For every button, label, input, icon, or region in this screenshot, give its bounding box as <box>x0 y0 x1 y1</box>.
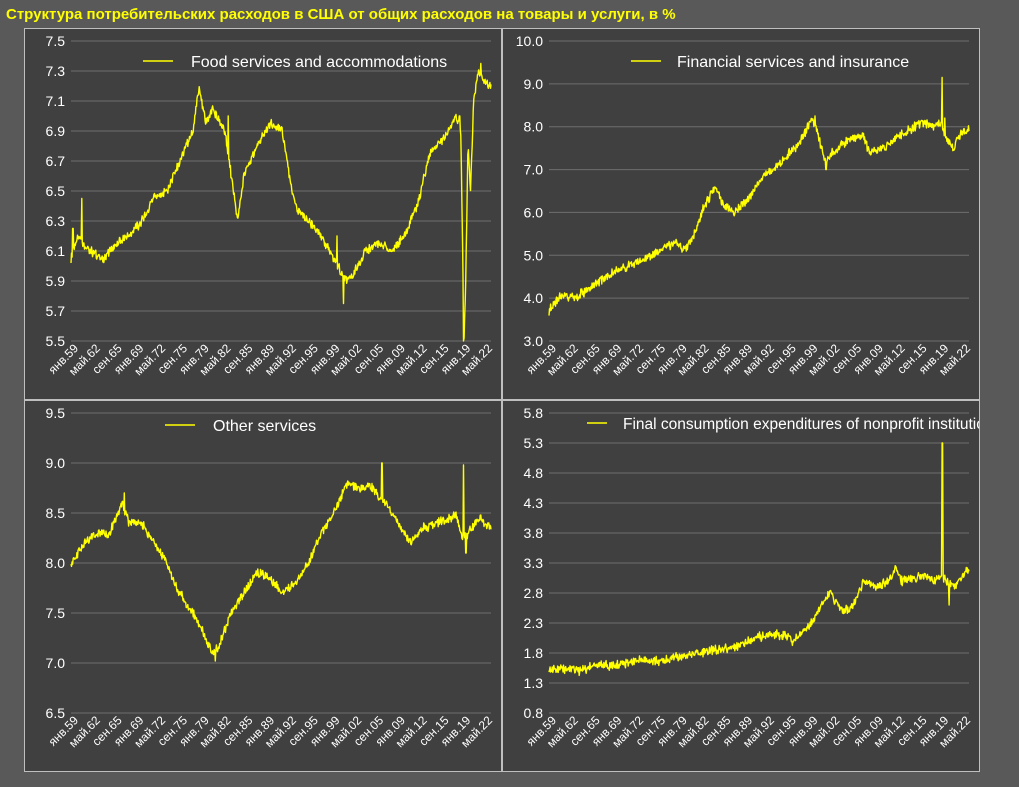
y-tick-label: 5.0 <box>524 247 544 263</box>
chart-title: Структура потребительских расходов в США… <box>6 6 676 23</box>
y-tick-label: 4.3 <box>524 495 544 511</box>
y-tick-label: 3.8 <box>524 525 544 541</box>
legend: Final consumption expenditures of nonpro… <box>587 416 979 433</box>
y-tick-label: 5.8 <box>524 405 544 421</box>
series-line <box>70 62 492 342</box>
chart-panel-other-services: 9.5 9.0 8.5 8.0 7.5 7.0 6.5 янв.59 май.62 сен.65… <box>24 400 502 772</box>
y-tick-label: 9.5 <box>46 405 66 421</box>
y-tick-label: 4.8 <box>524 465 544 481</box>
y-tick-label: 1.3 <box>524 675 544 691</box>
y-tick-label: 9.0 <box>524 76 544 92</box>
y-tick-label: 5.7 <box>46 303 66 319</box>
y-tick-label: 4.0 <box>524 290 544 306</box>
y-tick-label: 8.0 <box>46 555 66 571</box>
legend: Food services and accommodations <box>143 54 447 71</box>
y-tick-label: 5.9 <box>46 273 66 289</box>
series-line <box>70 462 492 662</box>
y-tick-label: 8.0 <box>524 119 544 135</box>
chart-panel-food-services: 7.5 7.3 7.1 6.9 6.7 6.5 6.3 6.1 5.9 5.7 5.5 янв.59… <box>24 28 502 400</box>
chart-other-services: 9.59.08.58.07.57.06.5 янв.59май.62сен.65… <box>46 405 496 750</box>
y-tick-label: 7.5 <box>46 605 66 621</box>
y-tick-label: 8.5 <box>46 505 66 521</box>
y-tick-label: 10.0 <box>516 33 543 49</box>
y-tick-label: 9.0 <box>46 455 66 471</box>
y-tick-label: 5.3 <box>524 435 544 451</box>
y-tick-label: 6.9 <box>46 123 66 139</box>
legend-label: Final consumption expenditures of nonpro… <box>623 416 979 433</box>
chart-panel-nonprofit-institutions: 5.8 5.3 4.8 4.3 3.8 3.3 2.8 2.3 1.8 1.3 0.8 янв.59… <box>502 400 980 772</box>
y-tick-label: 3.3 <box>524 555 544 571</box>
y-tick-label: 6.0 <box>524 204 544 220</box>
y-tick-label: 6.5 <box>46 183 66 199</box>
y-tick-label: 7.3 <box>46 63 66 79</box>
y-tick-label: 5.5 <box>46 333 66 349</box>
legend: Other services <box>165 418 316 435</box>
legend-label: Other services <box>213 418 316 435</box>
y-tick-label: 7.0 <box>524 162 544 178</box>
y-tick-label: 2.8 <box>524 585 544 601</box>
chart-nonprofit-institutions: 5.85.34.84.33.83.32.82.31.81.30.8 янв.59… <box>524 405 979 750</box>
series-line <box>548 76 970 316</box>
series-line <box>548 442 970 677</box>
y-tick-label: 7.5 <box>46 33 66 49</box>
y-tick-label: 7.1 <box>46 93 66 109</box>
y-tick-label: 1.8 <box>524 645 544 661</box>
y-tick-label: 6.7 <box>46 153 66 169</box>
y-tick-label: 7.0 <box>46 655 66 671</box>
y-tick-label: 6.3 <box>46 213 66 229</box>
y-tick-label: 6.1 <box>46 243 66 259</box>
y-tick-label: 3.0 <box>524 333 544 349</box>
legend: Financial services and insurance <box>631 54 909 71</box>
chart-panel-financial-services: 10.0 9.0 8.0 7.0 6.0 5.0 4.0 3.0 янв.59 май.62 се… <box>502 28 980 400</box>
legend-label: Financial services and insurance <box>677 54 909 71</box>
y-tick-label: 2.3 <box>524 615 544 631</box>
y-tick-label: 6.5 <box>46 705 66 721</box>
legend-label: Food services and accommodations <box>191 54 447 71</box>
chart-financial-services: 10.09.08.07.06.05.04.03.0 янв.59май.62се… <box>516 33 974 378</box>
y-tick-label: 0.8 <box>524 705 544 721</box>
chart-food-services: 7.57.37.16.96.76.56.36.15.95.75.5 янв.59… <box>46 33 496 378</box>
